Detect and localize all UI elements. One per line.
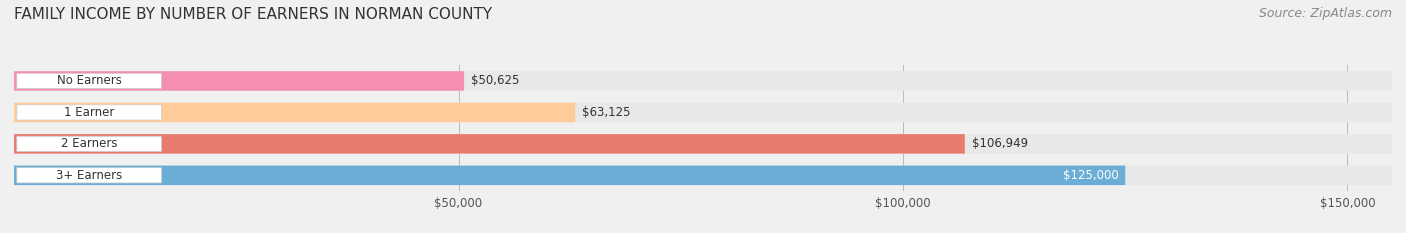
FancyBboxPatch shape bbox=[14, 71, 464, 91]
FancyBboxPatch shape bbox=[14, 103, 575, 122]
FancyBboxPatch shape bbox=[14, 166, 1125, 185]
Text: 2 Earners: 2 Earners bbox=[60, 137, 118, 150]
Text: $50,625: $50,625 bbox=[471, 75, 519, 87]
Text: No Earners: No Earners bbox=[56, 75, 121, 87]
Text: 1 Earner: 1 Earner bbox=[63, 106, 114, 119]
FancyBboxPatch shape bbox=[14, 134, 965, 154]
Text: FAMILY INCOME BY NUMBER OF EARNERS IN NORMAN COUNTY: FAMILY INCOME BY NUMBER OF EARNERS IN NO… bbox=[14, 7, 492, 22]
FancyBboxPatch shape bbox=[17, 105, 162, 120]
FancyBboxPatch shape bbox=[17, 73, 162, 89]
Text: $125,000: $125,000 bbox=[1063, 169, 1118, 182]
FancyBboxPatch shape bbox=[17, 136, 162, 151]
Text: $106,949: $106,949 bbox=[972, 137, 1028, 150]
Text: $63,125: $63,125 bbox=[582, 106, 631, 119]
Text: 3+ Earners: 3+ Earners bbox=[56, 169, 122, 182]
FancyBboxPatch shape bbox=[14, 103, 1392, 122]
FancyBboxPatch shape bbox=[14, 71, 1392, 91]
FancyBboxPatch shape bbox=[14, 166, 1392, 185]
FancyBboxPatch shape bbox=[14, 134, 1392, 154]
Text: Source: ZipAtlas.com: Source: ZipAtlas.com bbox=[1258, 7, 1392, 20]
FancyBboxPatch shape bbox=[17, 168, 162, 183]
